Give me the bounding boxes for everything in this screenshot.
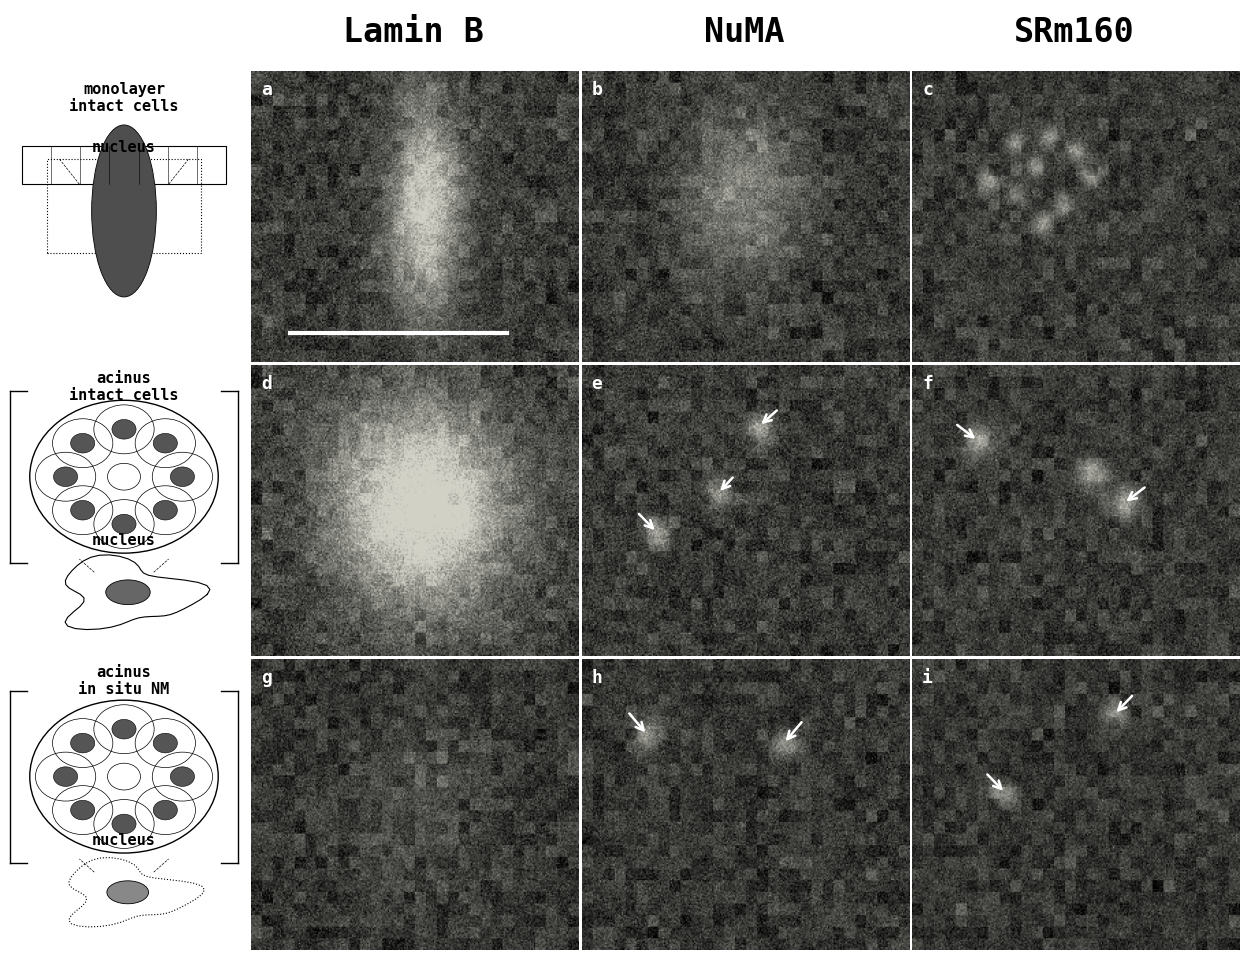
Text: g: g [260,668,272,686]
Text: c: c [923,81,932,98]
Ellipse shape [71,734,94,753]
Text: e: e [591,375,603,393]
Ellipse shape [71,434,94,454]
Text: f: f [923,375,932,393]
Ellipse shape [108,763,140,790]
Text: nucleus: nucleus [92,533,156,548]
Ellipse shape [112,720,136,740]
Ellipse shape [53,467,78,487]
Text: i: i [923,668,932,686]
Ellipse shape [154,434,177,454]
Ellipse shape [107,881,149,903]
Ellipse shape [170,767,195,786]
Text: Lamin B: Lamin B [343,16,484,49]
Ellipse shape [170,467,195,487]
Ellipse shape [112,515,136,535]
Text: acinus
in situ NM: acinus in situ NM [78,664,170,697]
Ellipse shape [71,801,94,820]
Text: h: h [591,668,603,686]
Bar [47,160,201,254]
Ellipse shape [154,801,177,820]
Text: nucleus: nucleus [92,140,156,155]
Text: d: d [260,375,272,393]
Ellipse shape [92,126,156,297]
Ellipse shape [154,501,177,520]
Ellipse shape [71,501,94,520]
Ellipse shape [154,734,177,753]
Text: acinus
intact cells: acinus intact cells [69,371,179,403]
Ellipse shape [105,580,150,605]
Ellipse shape [53,767,78,786]
Text: a: a [260,81,272,98]
Text: SRm160: SRm160 [1014,16,1135,49]
Ellipse shape [108,464,140,491]
Ellipse shape [112,815,136,834]
Text: nucleus: nucleus [92,832,156,847]
Text: b: b [591,81,603,98]
Text: monolayer
intact cells: monolayer intact cells [69,81,179,113]
Bar [22,147,226,185]
Ellipse shape [112,420,136,439]
Ellipse shape [92,126,156,297]
Text: NuMA: NuMA [704,16,784,49]
